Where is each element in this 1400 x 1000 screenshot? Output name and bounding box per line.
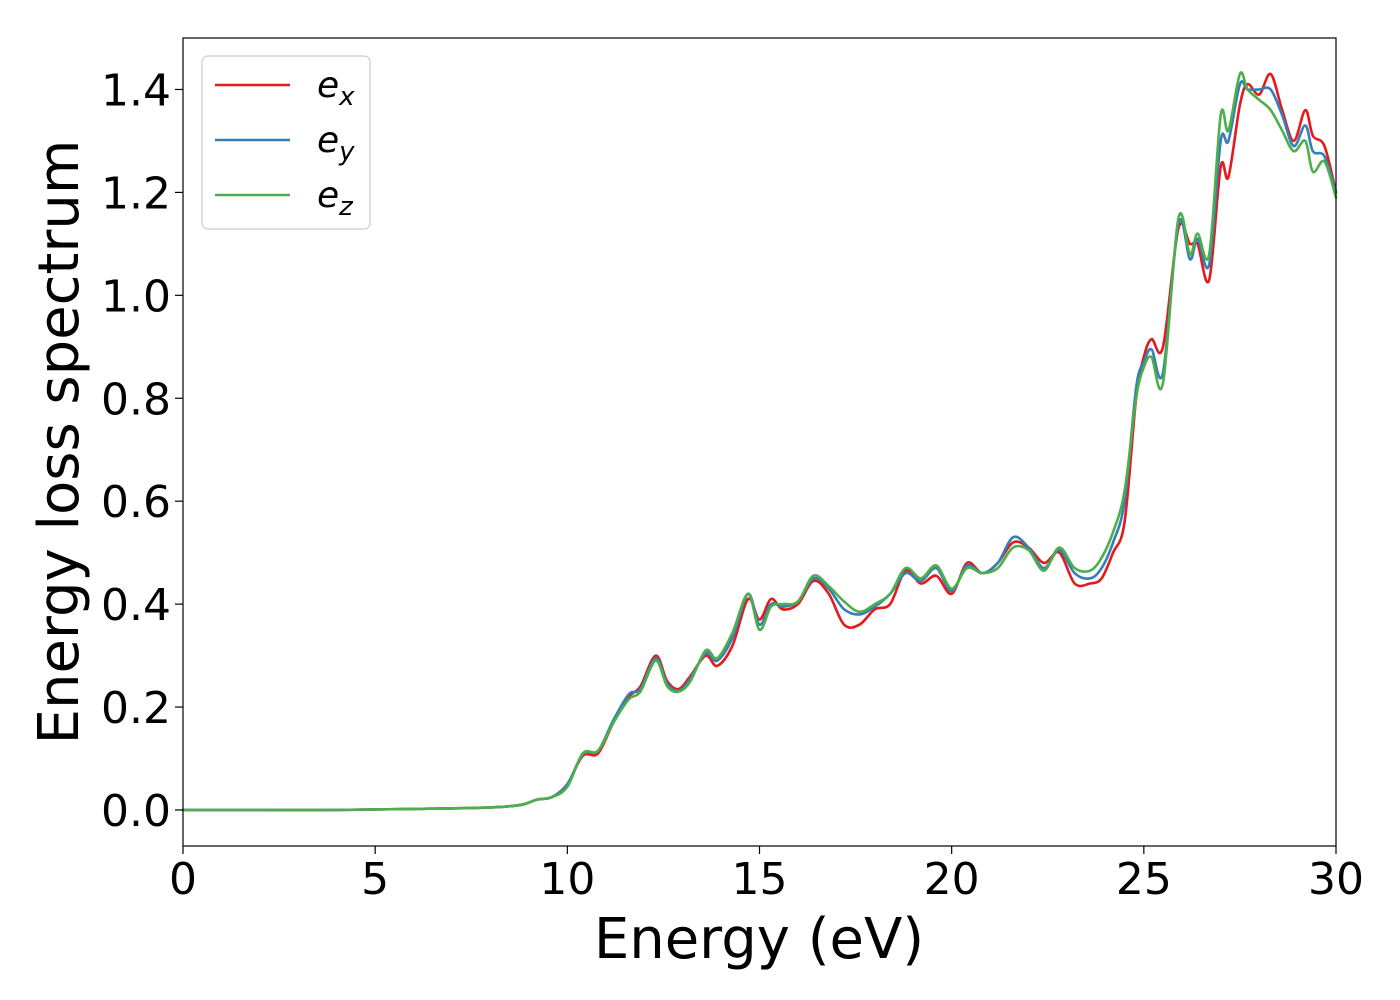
legend: ex ey ez <box>201 55 371 230</box>
legend-frame <box>201 55 371 230</box>
y-axis-label: Energy loss spectrum <box>27 140 92 745</box>
series-line-e-z <box>181 71 1338 812</box>
y-tick-label: 0.0 <box>101 786 171 837</box>
y-tick-label: 0.8 <box>101 374 171 425</box>
y-tick-label: 1.4 <box>101 65 171 116</box>
y-tick-label: 0.2 <box>101 683 171 734</box>
y-tick-label: 1.2 <box>101 168 171 219</box>
y-tick-label: 0.6 <box>101 477 171 528</box>
series-line-e-y <box>181 80 1338 812</box>
y-axis-ticks: 0.0 0.2 0.4 0.6 0.8 1.0 1.2 1.4 <box>101 65 183 837</box>
x-axis-label: Energy (eV) <box>594 907 924 972</box>
series-layer <box>181 71 1338 812</box>
legend-label-e-z: ez <box>317 175 354 222</box>
x-tick-label: 20 <box>924 854 980 905</box>
legend-label-e-x: ex <box>317 65 355 112</box>
x-tick-label: 5 <box>361 854 389 905</box>
x-tick-label: 15 <box>732 854 788 905</box>
y-tick-label: 1.0 <box>101 271 171 322</box>
x-tick-label: 0 <box>169 854 197 905</box>
legend-label-e-y: ey <box>317 120 355 167</box>
y-tick-label: 0.4 <box>101 580 171 631</box>
x-tick-label: 25 <box>1116 854 1172 905</box>
x-tick-label: 10 <box>539 854 595 905</box>
x-axis-ticks: 0 5 10 15 20 25 30 <box>169 846 1364 905</box>
x-tick-label: 30 <box>1308 854 1364 905</box>
